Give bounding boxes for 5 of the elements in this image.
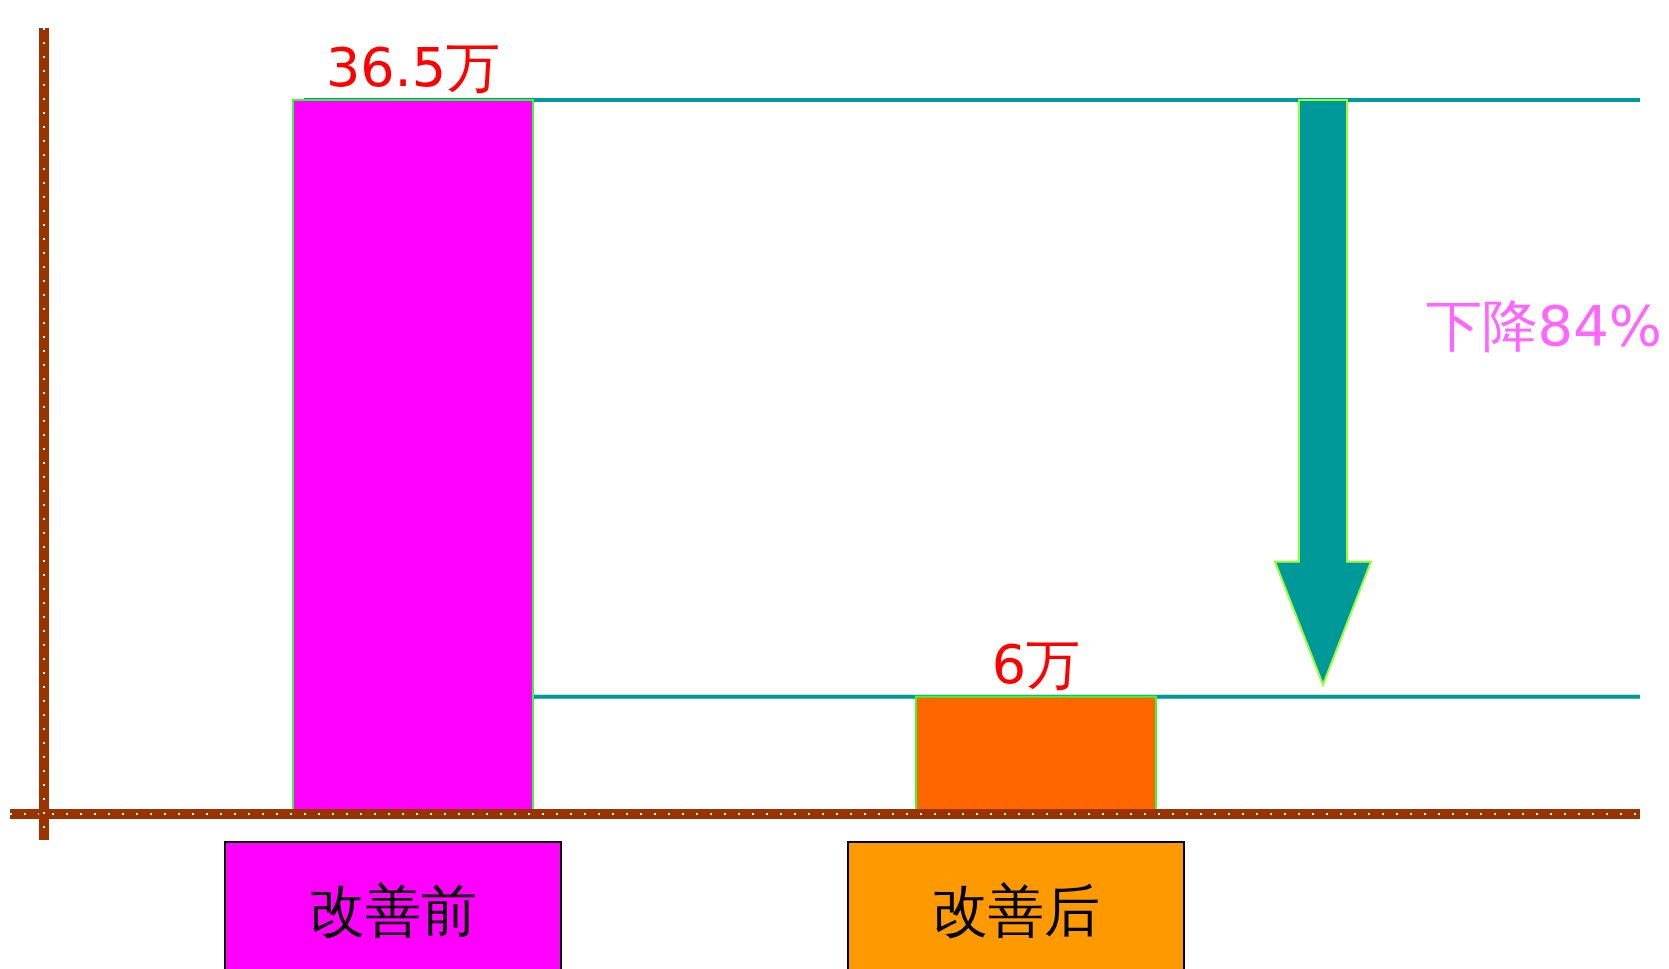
data-label: 36.5万 — [325, 36, 501, 99]
x-tick-label: 改善后 — [932, 878, 1100, 943]
x-tick-label: 改善前 — [309, 878, 477, 943]
annotation: 下降84% — [1425, 293, 1662, 358]
data-label: 6万 — [991, 632, 1081, 696]
